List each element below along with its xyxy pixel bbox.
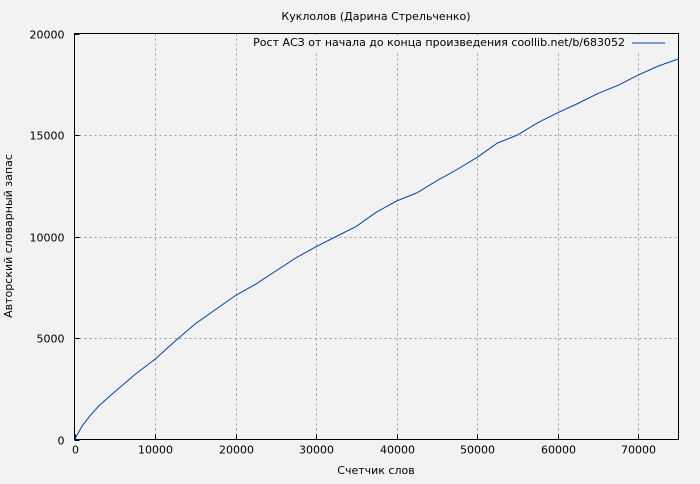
x-tick-label: 70000	[621, 444, 656, 457]
series-line	[74, 58, 679, 440]
x-tick-label: 0	[72, 444, 79, 457]
ticks: 0 10000 20000 30000 40000 50000 60000 70000 0 500…	[30, 29, 657, 457]
y-axis-label: Авторский словарный запас	[2, 154, 15, 318]
plot-frame	[74, 33, 679, 440]
x-tick-label: 60000	[541, 444, 576, 457]
y-tick-label: 0	[58, 435, 65, 448]
legend-box-bg	[268, 35, 676, 51]
x-axis-label: Счетчик слов	[337, 464, 414, 477]
y-tick-label: 10000	[30, 232, 65, 245]
x-tick-label: 30000	[299, 444, 334, 457]
x-tick-label: 50000	[460, 444, 495, 457]
x-tick-label: 20000	[219, 444, 254, 457]
y-tick-label: 15000	[30, 130, 65, 143]
x-tick-label: 10000	[138, 444, 173, 457]
y-tick-label: 5000	[37, 333, 65, 346]
x-tick-label: 40000	[380, 444, 415, 457]
chart-title: Куклолов (Дарина Стрельченко)	[281, 10, 470, 23]
legend-label: Рост АСЗ от начала до конца произведения…	[253, 36, 625, 49]
grid	[74, 33, 679, 440]
y-tick-label: 20000	[30, 29, 65, 42]
